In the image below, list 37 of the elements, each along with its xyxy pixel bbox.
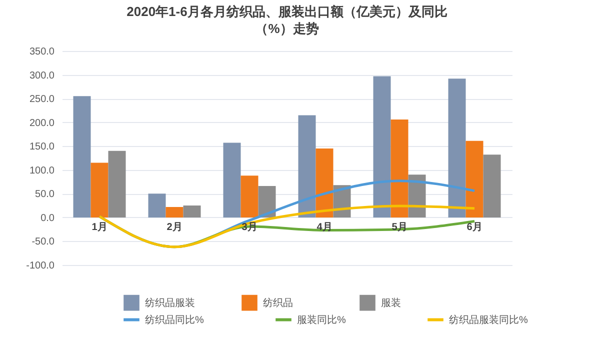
bar [108, 150, 126, 218]
y-tick-label: -100.0 [26, 260, 55, 272]
chart-title: 2020年1-6月各月纺织品、服装出口额（亿美元）及同比（%）走势 [126, 4, 448, 36]
bar [148, 194, 166, 218]
legend-label: 服装同比% [297, 314, 346, 326]
y-tick-label: -50.0 [32, 236, 55, 248]
y-tick-label: 350.0 [29, 46, 55, 58]
x-tick-label: 1月 [92, 222, 108, 233]
bar [183, 206, 201, 218]
y-tick-label: 50.0 [35, 189, 55, 200]
bar [298, 115, 316, 218]
bar [483, 154, 501, 218]
bar [448, 78, 466, 218]
y-tick-label: 250.0 [29, 94, 55, 106]
bar [373, 76, 391, 218]
y-tick-label: 200.0 [29, 118, 55, 129]
bar [258, 186, 276, 218]
bar [73, 96, 91, 218]
legend-label: 纺织品服装 [145, 296, 195, 309]
bar [316, 148, 334, 218]
y-tick-label: 300.0 [29, 70, 55, 82]
legend-label: 服装 [381, 296, 401, 309]
x-tick-label: 2月 [166, 222, 182, 233]
bar [90, 162, 108, 218]
bar [223, 142, 241, 218]
y-tick-label: 150.0 [29, 142, 55, 153]
y-tick-label: 100.0 [29, 165, 55, 176]
legend-label: 纺织品服装同比% [449, 314, 528, 326]
bar [240, 176, 258, 218]
legend-label: 纺织品同比% [145, 314, 204, 326]
bar [466, 140, 484, 218]
x-tick-label: 3月 [242, 222, 258, 233]
bar [390, 119, 408, 218]
legend-label: 纺织品 [263, 296, 293, 309]
y-tick-label: 0.0 [40, 212, 55, 224]
x-tick-label: 6月 [466, 222, 482, 233]
bar [166, 206, 184, 218]
